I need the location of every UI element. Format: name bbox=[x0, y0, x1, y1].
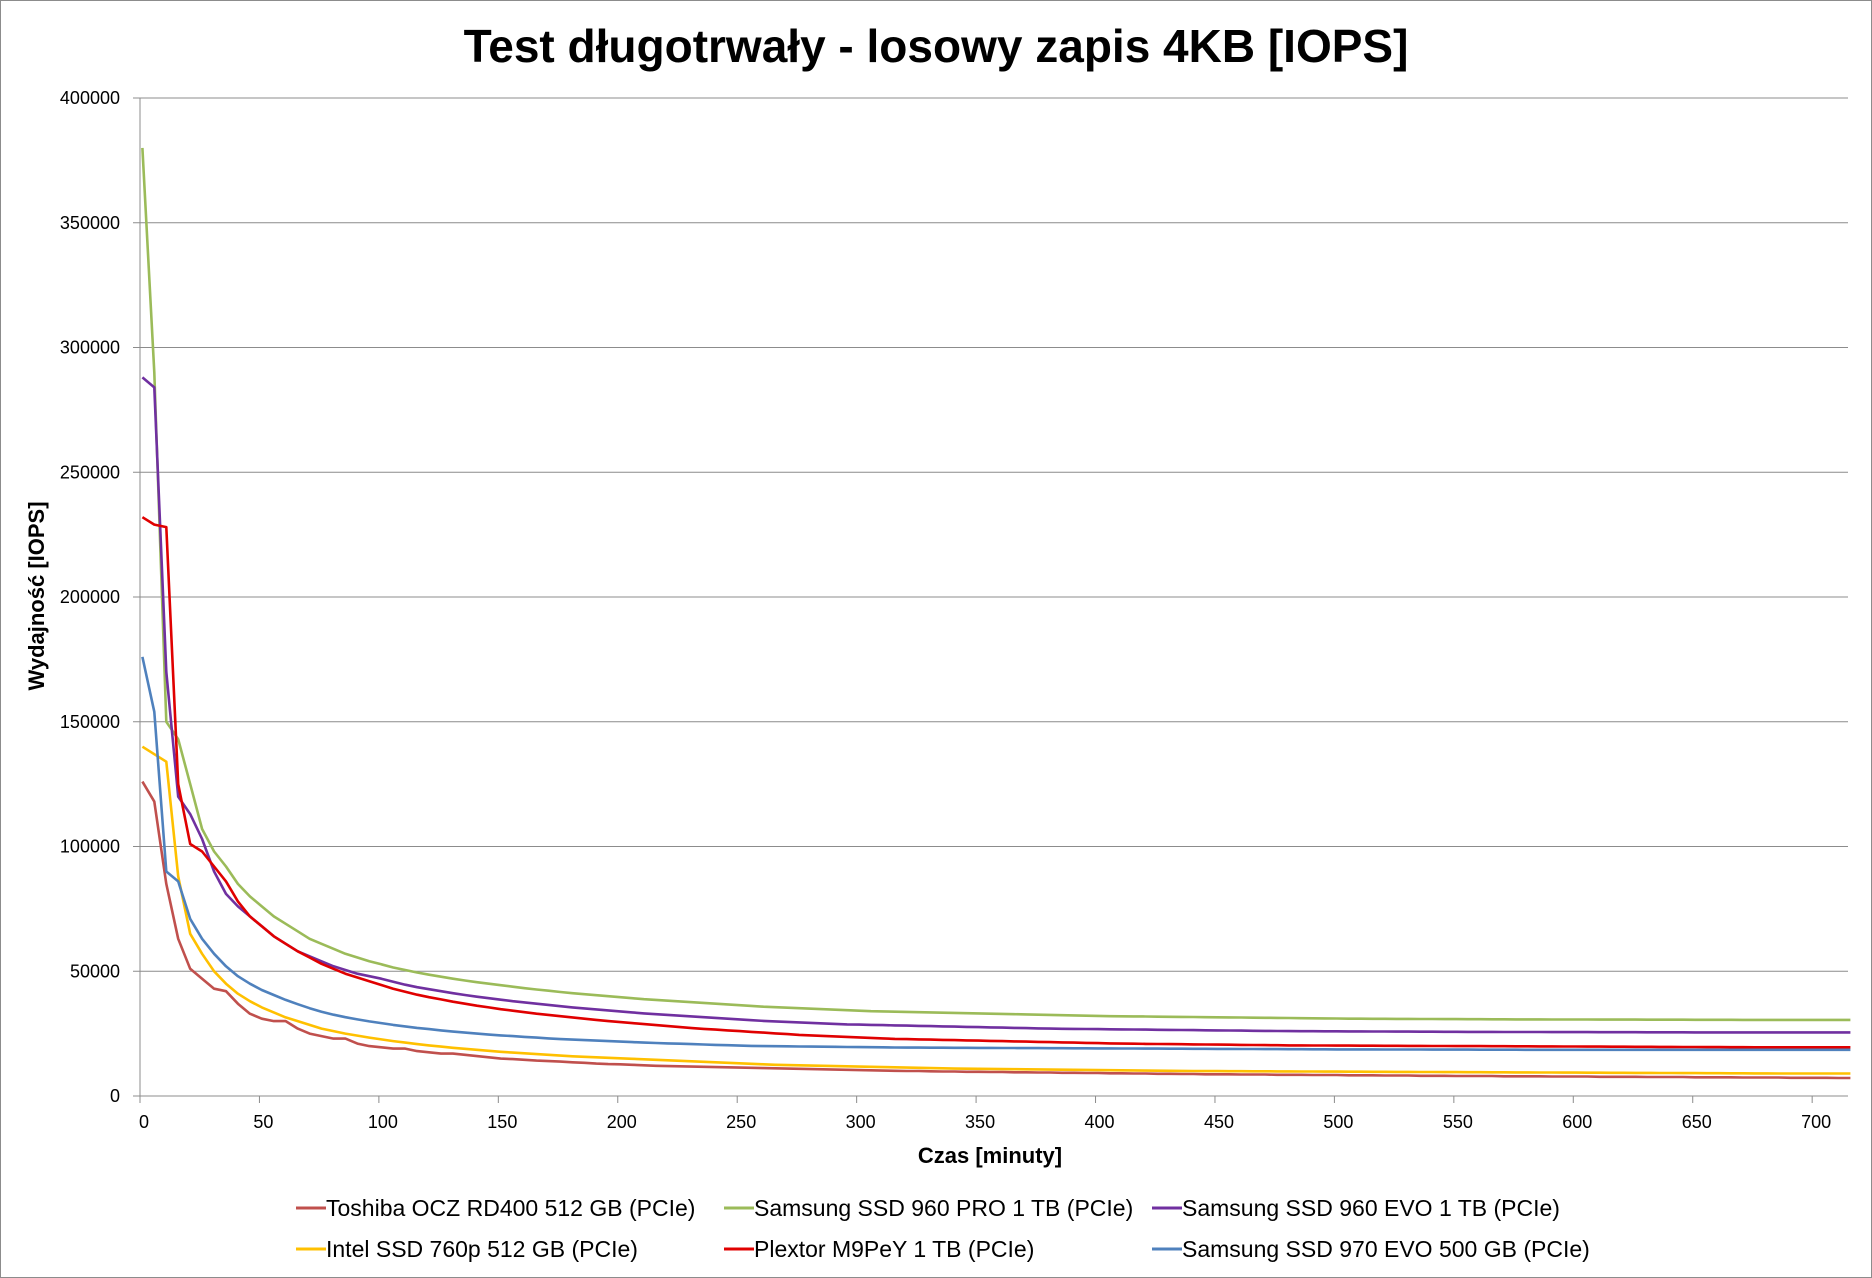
y-tick-label: 50000 bbox=[70, 961, 120, 981]
series-line-2 bbox=[141, 147, 1851, 1022]
x-tick-label: 400 bbox=[1085, 1112, 1115, 1132]
legend-label: Plextor M9PeY 1 TB (PCIe) bbox=[754, 1236, 1034, 1262]
y-tick-label: 350000 bbox=[60, 213, 120, 233]
y-tick-label: 0 bbox=[110, 1086, 120, 1106]
legend-label: Samsung SSD 960 PRO 1 TB (PCIe) bbox=[754, 1195, 1133, 1221]
y-tick-label: 250000 bbox=[60, 462, 120, 482]
x-tick-label: 100 bbox=[368, 1112, 398, 1132]
x-tick-label: 50 bbox=[253, 1112, 273, 1132]
y-tick-label: 150000 bbox=[60, 712, 120, 732]
legend-label: Samsung SSD 960 EVO 1 TB (PCIe) bbox=[1182, 1195, 1560, 1221]
series-line-1 bbox=[141, 780, 1851, 1080]
y-tick-label: 200000 bbox=[60, 587, 120, 607]
series-line-5 bbox=[141, 516, 1851, 1049]
axes bbox=[139, 98, 1848, 1097]
x-tick-label: 250 bbox=[726, 1112, 756, 1132]
chart-title: Test długotrwały - losowy zapis 4KB [IOP… bbox=[464, 20, 1409, 72]
x-tick-label: 200 bbox=[607, 1112, 637, 1132]
series-lines bbox=[141, 147, 1851, 1080]
x-tick-label: 600 bbox=[1562, 1112, 1592, 1132]
x-tick-label: 550 bbox=[1443, 1112, 1473, 1132]
x-tick-label: 650 bbox=[1682, 1112, 1712, 1132]
x-axis-ticks: 0 50 100 150 200 250 300 350 400 450 500 550 600 650 7… bbox=[139, 1096, 1831, 1132]
x-tick-label: 450 bbox=[1204, 1112, 1234, 1132]
x-tick-label: 350 bbox=[965, 1112, 995, 1132]
x-tick-label: 0 bbox=[139, 1112, 149, 1132]
series-line-6 bbox=[141, 656, 1851, 1052]
legend-label: Intel SSD 760p 512 GB (PCIe) bbox=[326, 1236, 638, 1262]
legend-label: Toshiba OCZ RD400 512 GB (PCIe) bbox=[326, 1195, 695, 1221]
legend: Toshiba OCZ RD400 512 GB (PCIe) Samsung S… bbox=[296, 1195, 1590, 1262]
gridlines bbox=[140, 97, 1848, 1097]
x-tick-label: 150 bbox=[487, 1112, 517, 1132]
series-line-3 bbox=[141, 376, 1851, 1034]
x-tick-label: 700 bbox=[1801, 1112, 1831, 1132]
x-axis-title: Czas [minuty] bbox=[918, 1143, 1062, 1168]
x-tick-label: 300 bbox=[846, 1112, 876, 1132]
y-axis-title: Wydajność [IOPS] bbox=[24, 501, 49, 690]
y-tick-label: 100000 bbox=[60, 837, 120, 857]
y-tick-label: 300000 bbox=[60, 338, 120, 358]
x-tick-label: 500 bbox=[1323, 1112, 1353, 1132]
y-tick-label: 400000 bbox=[60, 88, 120, 108]
y-axis-ticks: 0 50000 100000 150000 200000 250000 300000 3500… bbox=[60, 88, 140, 1106]
series-line-4 bbox=[141, 745, 1851, 1075]
legend-label: Samsung SSD 970 EVO 500 GB (PCIe) bbox=[1182, 1236, 1590, 1262]
